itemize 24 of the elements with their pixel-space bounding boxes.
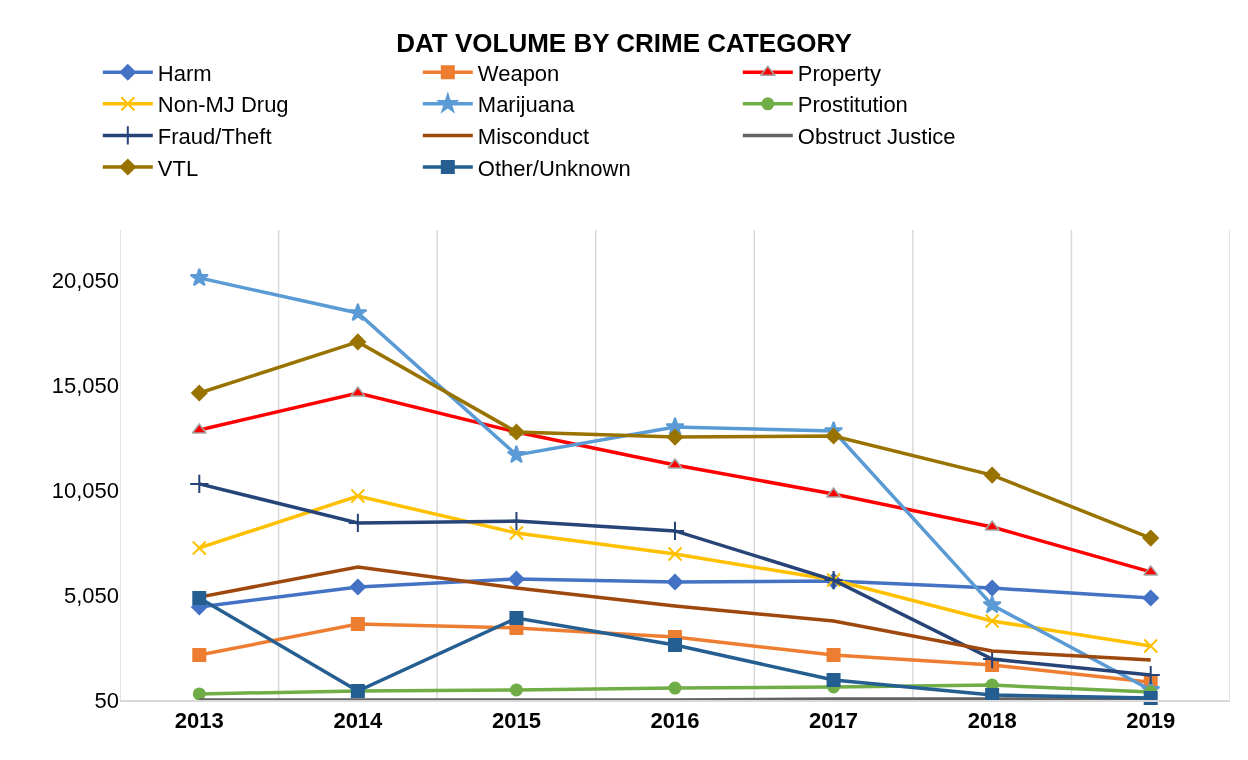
- x-tick-label: 2018: [967, 708, 1017, 734]
- legend-label: Non-MJ Drug: [157, 92, 289, 118]
- legend-label: Obstruct Justice: [797, 123, 956, 149]
- legend-label: Misconduct: [477, 123, 590, 149]
- legend-label: VTL: [157, 155, 199, 181]
- x-tick-label: 2016: [650, 708, 700, 734]
- y-tick-label: 5,050: [63, 582, 119, 608]
- legend-label: Prostitution: [797, 92, 908, 118]
- legend-label: Property: [797, 60, 881, 86]
- legend-label: Other/Unknown: [477, 155, 631, 181]
- x-tick-label: 2019: [1126, 708, 1176, 734]
- y-tick-label: 10,050: [51, 477, 119, 503]
- y-tick-label: 20,050: [51, 267, 119, 293]
- y-tick-label: 50: [94, 687, 119, 713]
- x-tick-label: 2017: [809, 708, 859, 734]
- x-tick-label: 2013: [174, 708, 224, 734]
- legend-label: Fraud/Theft: [157, 123, 272, 149]
- legend-label: Marijuana: [477, 92, 576, 118]
- legend-label: Harm: [157, 60, 212, 86]
- x-tick-label: 2015: [491, 708, 541, 734]
- x-tick-label: 2014: [333, 708, 384, 734]
- chart-title: DAT VOLUME BY CRIME CATEGORY: [396, 28, 852, 59]
- y-tick-label: 15,050: [51, 372, 119, 398]
- legend-label: Weapon: [477, 60, 560, 86]
